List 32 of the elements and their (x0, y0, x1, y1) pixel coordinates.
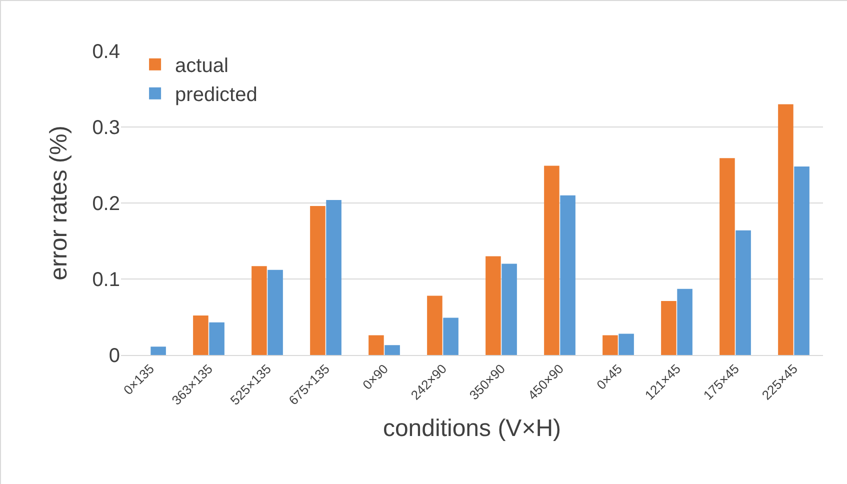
x-axis-title: conditions (V×H) (382, 415, 562, 442)
bar (326, 200, 342, 355)
bar (560, 195, 576, 355)
bar (209, 322, 224, 355)
bar (544, 166, 560, 355)
legend-label: actual (175, 55, 228, 78)
bar (794, 166, 810, 355)
bar (310, 206, 326, 355)
bar (736, 230, 751, 355)
y-tick-label: 0.3 (92, 117, 120, 139)
bar (384, 345, 400, 355)
bar (486, 256, 501, 355)
y-axis-title: error rates (%) (45, 126, 72, 280)
bar (193, 315, 208, 355)
y-tick-label: 0.2 (92, 193, 120, 215)
bar (252, 266, 267, 355)
bar (677, 288, 692, 355)
legend-label: predicted (175, 84, 258, 106)
bar (502, 264, 517, 355)
bar (268, 270, 283, 355)
bar (368, 335, 384, 355)
y-tick-label: 0 (108, 345, 120, 367)
bar (618, 334, 634, 355)
bar (427, 296, 442, 355)
bar (443, 318, 458, 355)
bar (720, 158, 735, 355)
bar (150, 346, 166, 355)
y-tick-label: 0.4 (92, 41, 120, 63)
bar (661, 301, 676, 355)
bar (778, 104, 794, 355)
y-tick-label: 0.1 (92, 269, 120, 291)
bar (602, 335, 618, 355)
